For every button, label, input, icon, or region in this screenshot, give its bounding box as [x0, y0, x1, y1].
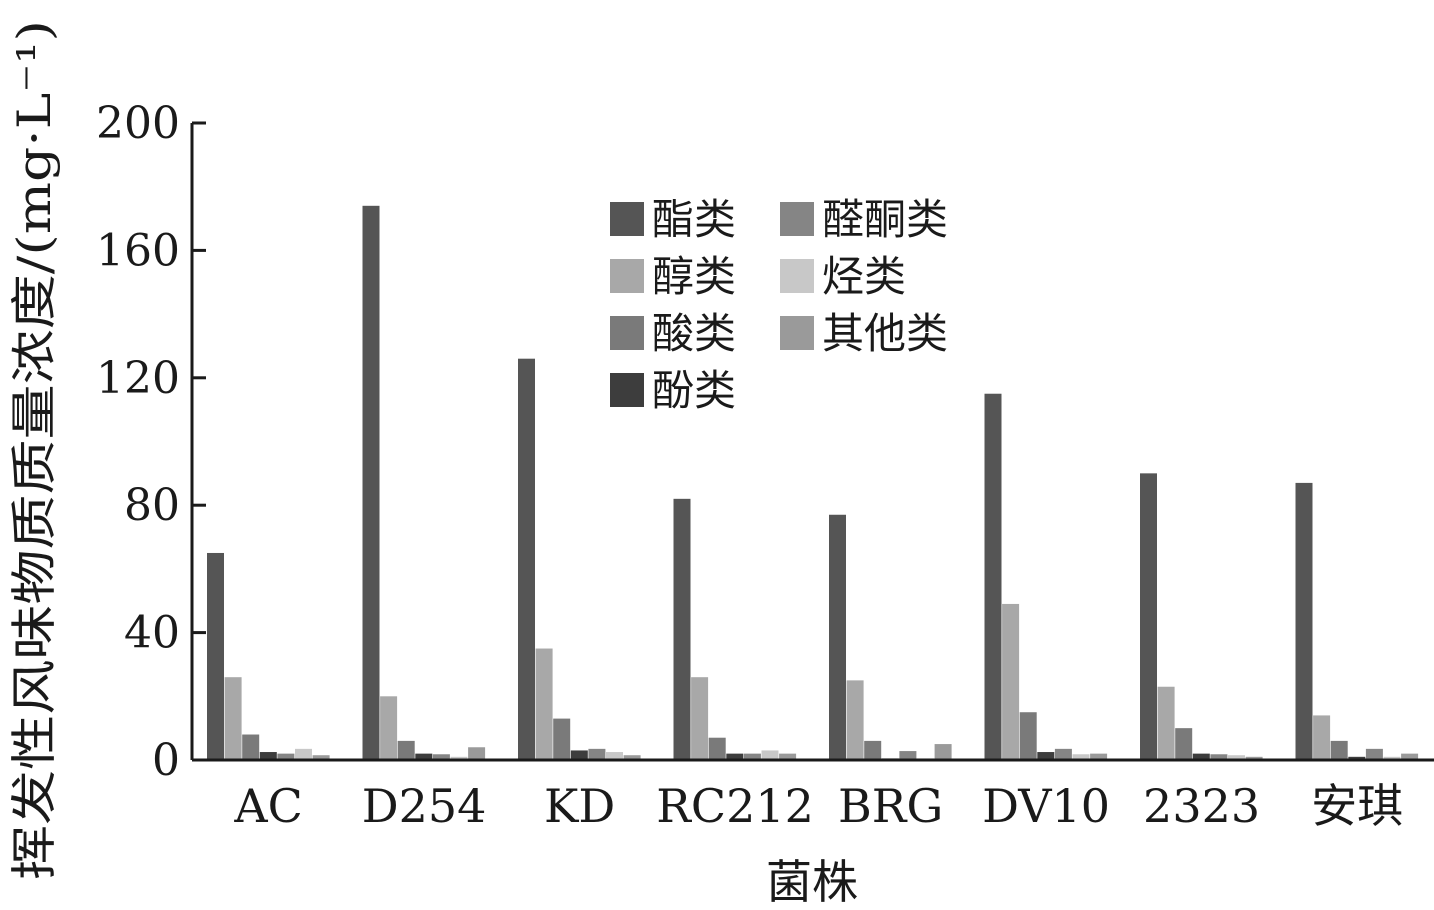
legend-label-酯类: 酯类: [652, 195, 736, 244]
y-tick-label: 120: [96, 353, 180, 404]
bar-RC212-酸类: [708, 737, 726, 760]
x-category-label: 安琪: [1311, 779, 1403, 833]
bar-安琪-酚类: [1348, 756, 1366, 760]
bar-KD-烃类: [606, 752, 623, 760]
y-tick-label: 200: [96, 98, 180, 149]
legend-label-烃类: 烃类: [822, 252, 906, 301]
y-tick-label: 80: [124, 480, 180, 531]
bar-安琪-醇类: [1313, 715, 1331, 760]
bar-RC212-醛酮类: [743, 753, 761, 760]
x-category-label: D254: [362, 779, 487, 833]
bar-KD-酸类: [553, 718, 571, 760]
legend-swatch-酯类: [610, 202, 644, 236]
bar-AC-其他类: [312, 755, 330, 760]
legend-swatch-其他类: [780, 316, 814, 350]
axes-layer: [190, 123, 1434, 762]
bar-RC212-醇类: [691, 677, 709, 760]
bar-BRG-酸类: [864, 740, 882, 760]
bar-2323-酯类: [1140, 473, 1157, 760]
bar-DV10-烃类: [1072, 754, 1090, 760]
bar-D254-酚类: [415, 753, 433, 760]
x-category-label: RC212: [656, 779, 814, 833]
bar-AC-酯类: [207, 552, 224, 760]
x-category-label: 2323: [1143, 779, 1260, 833]
bar-KD-酚类: [570, 750, 588, 760]
legend-label-醛酮类: 醛酮类: [822, 195, 948, 244]
legend-swatch-烃类: [780, 259, 814, 293]
x-category-labels: AC D254 KD RC212 BRG DV10 2323 安琪: [233, 779, 1403, 833]
y-ticks: 0 40 80 120 160 200: [96, 98, 206, 786]
legend-label-酚类: 酚类: [652, 366, 736, 415]
bar-DV10-醇类: [1002, 603, 1020, 760]
bar-KD-醛酮类: [588, 748, 606, 760]
legend-label-其他类: 其他类: [822, 309, 948, 358]
bar-D254-其他类: [468, 747, 486, 760]
bar-AC-酚类: [259, 752, 277, 760]
legend-swatch-醇类: [610, 259, 644, 293]
bar-安琪-其他类: [1401, 753, 1419, 760]
bar-RC212-烃类: [761, 750, 779, 760]
bar-安琪-酸类: [1330, 740, 1348, 760]
bar-KD-醇类: [535, 648, 553, 760]
bar-DV10-酯类: [984, 393, 1002, 760]
bar-BRG-酯类: [829, 514, 846, 760]
bars-layer: [207, 205, 1419, 760]
bar-BRG-其他类: [934, 744, 952, 760]
y-axis-title: 挥发性风味物质质量浓度/(mg·L⁻¹): [7, 20, 61, 880]
x-category-label: KD: [544, 779, 615, 833]
x-category-label: DV10: [982, 779, 1110, 833]
bar-RC212-其他类: [779, 753, 797, 760]
legend-swatch-酚类: [610, 373, 644, 407]
bar-2323-醇类: [1157, 686, 1175, 760]
bar-安琪-烃类: [1383, 756, 1401, 760]
y-tick-label: 160: [96, 225, 180, 276]
bar-2323-酸类: [1175, 728, 1193, 760]
bar-KD-酯类: [518, 358, 535, 760]
bar-安琪-酯类: [1295, 482, 1313, 760]
bar-AC-烃类: [295, 748, 312, 760]
bar-BRG-醛酮类: [899, 751, 917, 760]
y-tick-label: 40: [124, 608, 180, 659]
bar-DV10-酸类: [1019, 712, 1037, 760]
bar-AC-醛酮类: [277, 753, 295, 760]
bar-2323-烃类: [1228, 755, 1245, 760]
bar-RC212-酚类: [726, 753, 744, 760]
bar-KD-其他类: [623, 755, 641, 760]
legend-swatch-醛酮类: [780, 202, 814, 236]
y-tick-label: 0: [152, 735, 180, 786]
bar-AC-醇类: [224, 677, 242, 760]
bar-AC-酸类: [242, 734, 260, 760]
x-category-label: AC: [233, 779, 302, 833]
bar-2323-酚类: [1192, 753, 1210, 760]
bar-2323-醛酮类: [1210, 754, 1228, 760]
bar-D254-醇类: [380, 696, 398, 760]
x-axis-title: 菌株: [766, 855, 858, 909]
bar-D254-烃类: [450, 756, 468, 760]
bar-D254-醛酮类: [432, 754, 450, 760]
bar-2323-其他类: [1245, 756, 1263, 760]
bar-RC212-酯类: [673, 498, 691, 760]
legend-label-醇类: 醇类: [652, 252, 736, 301]
bar-BRG-醇类: [846, 680, 864, 760]
legend-label-酸类: 酸类: [652, 309, 736, 358]
bar-安琪-醛酮类: [1365, 748, 1383, 760]
bar-DV10-酚类: [1037, 752, 1055, 760]
legend-swatch-酸类: [610, 316, 644, 350]
bar-DV10-醛酮类: [1054, 748, 1072, 760]
bar-DV10-其他类: [1090, 753, 1108, 760]
bar-D254-酸类: [397, 740, 415, 760]
bar-D254-酯类: [362, 205, 380, 760]
x-category-label: BRG: [838, 779, 943, 833]
